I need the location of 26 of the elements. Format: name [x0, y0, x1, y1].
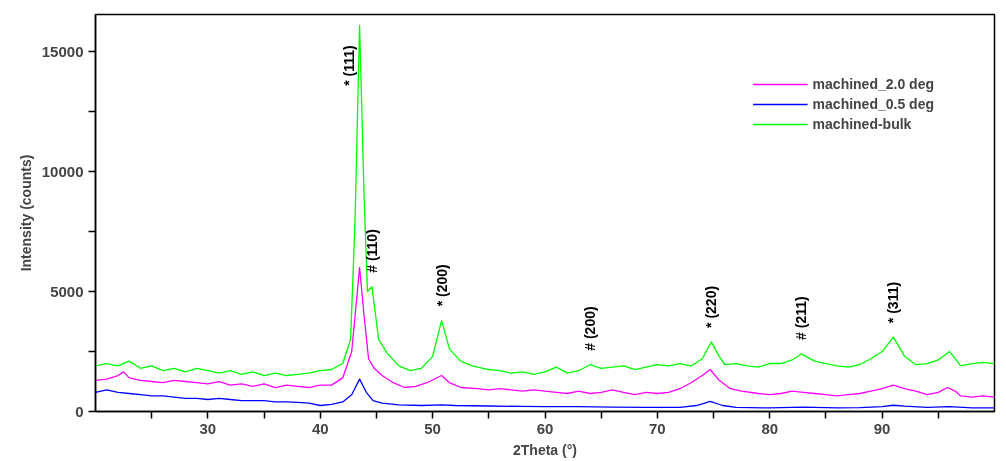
annotation: * (311): [885, 281, 902, 324]
y-tick-label: 0: [75, 402, 84, 420]
x-tick-label: 80: [761, 419, 779, 437]
x-tick-label: 40: [311, 419, 329, 437]
x-tick-label: 30: [199, 419, 217, 437]
y-tick-label: 15000: [41, 42, 84, 60]
x-tick-label: 70: [649, 419, 666, 437]
x-tick-label: 90: [873, 419, 891, 437]
legend-label: machined-bulk: [812, 116, 912, 132]
y-tick-label: 5000: [50, 282, 84, 300]
x-tick-label: 50: [424, 419, 441, 437]
x-tick-label: 60: [536, 419, 554, 437]
y-axis-title: Intensity (counts): [17, 154, 34, 272]
legend-label: machined_0.5 deg: [812, 96, 934, 112]
line-series: [95, 24, 995, 377]
legend-label: machined_2.0 deg: [812, 76, 934, 92]
annotation: * (111): [340, 45, 357, 86]
annotation: * (200): [433, 264, 450, 307]
annotation: * (220): [703, 285, 720, 328]
annotation: # (211): [793, 296, 810, 340]
y-tick-label: 10000: [41, 162, 84, 180]
annotation: # (200): [581, 306, 598, 351]
x-axis-title: 2Theta (°): [513, 441, 577, 458]
line-series: [95, 378, 995, 409]
annotation: # (110): [363, 229, 380, 273]
line-series: [95, 266, 995, 398]
